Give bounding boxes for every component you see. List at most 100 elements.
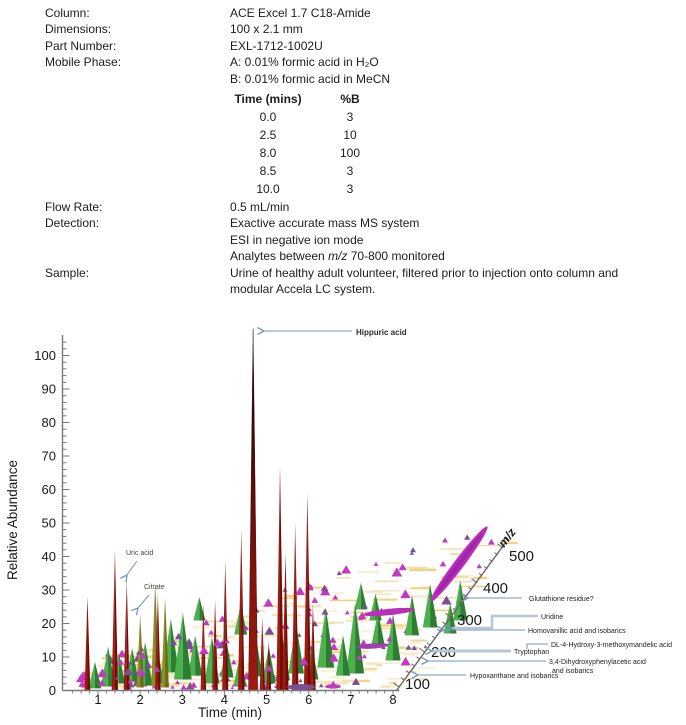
minor-ion-marker [154,666,161,672]
chromatographic-peak [155,593,158,691]
3d-chromatogram-figure: 0 10 20 30 40 50 60 70 80 90 100 1 2 3 4 5 6 7 8 Time (min)… [0,315,686,725]
method-row-flow-rate: Flow Rate: 0.5 mL/min [45,199,686,215]
field-value: 0.5 mL/min [230,200,290,215]
background-streak [329,599,359,602]
chromatographic-peak [241,529,245,691]
chromatographic-peak [157,593,161,691]
mz-axis-tick [489,559,493,563]
minor-ion-marker [344,610,350,615]
gradient-row: 8.5 3 [230,162,390,180]
method-row-sample: Sample: Urine of healthy adult volunteer… [45,265,686,298]
chromatographic-peak [114,549,118,691]
minor-ion-marker [400,656,411,666]
minor-ion-marker [123,667,134,676]
sample-line-2: modular Accela LC system. [230,282,376,297]
chromatographic-peak [126,579,130,691]
y-tick-label: 20 [42,616,56,631]
minor-ion-marker [213,638,222,646]
gradient-percent-b-cell: 3 [346,164,354,179]
chromatographic-peak [276,466,280,691]
chromatographic-peak [161,597,166,688]
chromatographic-peak [203,603,207,691]
minor-ion-marker [175,679,181,685]
background-streak [409,667,437,670]
gradient-row: 10.0 3 [230,180,390,198]
minor-ion-marker [331,680,336,685]
method-row-part-number: Part Number: EXL-1712-1002U [45,38,686,54]
x-tick-label: 2 [137,692,144,707]
background-streak [402,566,427,569]
chromatographic-peak [393,613,401,661]
method-row-mobile-phase: Mobile Phase: A: 0.01% formic acid in H₂… [45,54,686,199]
gradient-row: 2.5 10 [230,126,390,144]
chromatographic-peak [285,553,289,691]
chromatographic-peak [404,595,412,636]
method-row-detection: Detection: Exactive accurate mass MS sys… [45,215,686,264]
chromatographic-peak [200,603,204,691]
minor-ion-marker [311,597,319,603]
minor-ion-marker [190,681,198,688]
field-value: 100 x 2.1 mm [230,22,303,37]
chromatographic-peak [335,635,343,676]
minor-ion-marker [136,667,147,677]
minor-ion-marker [356,654,362,660]
minor-ion-marker [410,547,416,553]
minor-ion-marker [386,617,394,624]
minor-ion-marker [487,538,495,545]
chromatographic-peak [193,597,200,621]
chromatographic-peak [151,582,156,687]
chromatographic-peak [234,604,241,635]
gradient-row: 8.0 100 [230,144,390,162]
detection-line-3-post: 70-800 monitored [347,249,445,264]
mz-tick-label: 400 [483,580,508,597]
annotation-dl4-hydroxy-label: DL-4-Hydroxy-3-methoxymandelic acid [551,642,672,649]
field-label: Mobile Phase: [45,55,122,70]
mz-axis-tick [471,578,478,584]
gradient-percent-b-cell: 3 [346,110,354,125]
background-streak [320,670,336,673]
annotation-citrate-connector [130,594,150,616]
chromatographic-peak [212,600,216,691]
mobile-phase-a: A: 0.01% formic acid in H₂O [230,55,379,70]
background-streak [372,598,398,601]
minor-ion-marker [318,683,324,688]
annotation-dihydroxyphenylacetic-label: 3,4-Dihydroxyphenylacetic acid [549,659,646,666]
chromatographic-peak [317,607,326,668]
ion-ridge [363,607,415,617]
field-label: Dimensions: [45,22,112,37]
background-streak [375,593,392,595]
ion-ridge [287,684,315,690]
background-streak [472,544,500,547]
minor-ion-marker [439,560,447,567]
minor-ion-marker [398,563,407,571]
field-value: Exactive accurate mass MS system ESI in … [230,215,445,264]
chromatographic-peak [238,529,242,691]
x-tick-label: 3 [179,692,186,707]
method-row-column: Column: ACE Excel 1.7 C18-Amide [45,5,686,21]
chromatographic-peak [325,607,335,668]
detection-line-3: Analytes between m/z 70-800 monitored [230,248,445,264]
background-streak [385,662,407,664]
y-tick-label: 30 [42,583,56,598]
annotation-hippuric-acid-label: Hippuric acid [356,328,407,337]
minor-ion-marker [321,608,329,615]
detection-line-3-pre: Analytes between [230,249,329,264]
chromatographic-peak [226,644,234,678]
annotation-uric-acid-label: Uric acid [126,550,153,557]
background-streak [457,585,486,588]
chromatographic-peak [111,549,115,691]
x-tick-label: 7 [347,692,354,707]
mz-axis-tick [494,552,499,556]
background-streak [375,664,382,667]
chromatographic-peak [371,612,378,646]
chromatographic-peak [132,648,139,682]
minor-ion-marker [170,639,178,646]
x-axis-title: Time (min) [198,705,262,720]
ion-ridge [357,643,389,649]
background-streak [380,686,391,688]
y-tick-label: 0 [49,683,56,698]
minor-ion-marker [243,625,249,630]
minor-ion-marker [351,677,361,685]
background-streak [335,577,351,579]
